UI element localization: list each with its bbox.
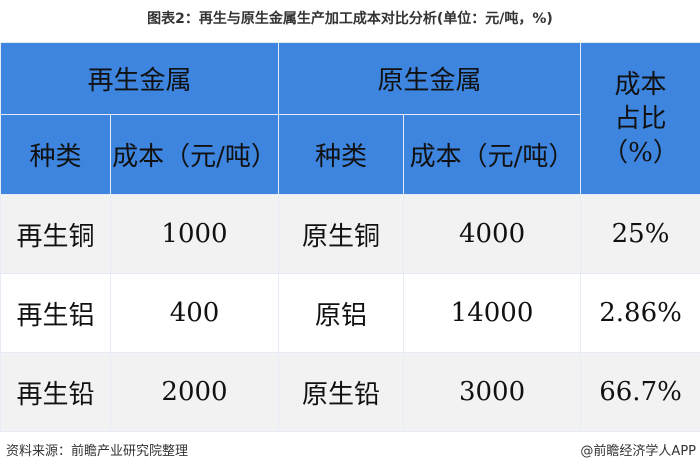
table-row: 再生铅 2000 原生铅 3000 66.7% [0, 352, 700, 432]
header-type: 种类 [278, 114, 405, 195]
brand-credit: @前瞻经济学人APP [580, 444, 696, 459]
chart-title: 图表2：再生与原生金属生产加工成本对比分析(单位：元/吨，%) [147, 11, 553, 27]
cell: 3000 [403, 352, 582, 432]
cell: 原生铅 [278, 352, 405, 432]
header-cost: 成本（元/吨） [109, 114, 280, 195]
cell: 4000 [403, 194, 582, 274]
cell: 400 [109, 273, 280, 353]
header-cost-ratio: 成本 占比 （%） [580, 42, 700, 195]
header-recycled-metal: 再生金属 [0, 42, 280, 115]
header-type: 种类 [0, 114, 111, 195]
cell: 25% [580, 194, 700, 274]
header-primary-metal: 原生金属 [278, 42, 582, 115]
source-note: 资料来源：前瞻产业研究院整理 [6, 444, 189, 459]
cell: 2000 [109, 352, 280, 432]
header-cost: 成本（元/吨） [403, 114, 582, 195]
cell: 1000 [109, 194, 280, 274]
cost-table: 再生金属 原生金属 成本 占比 （%） 种类 成本（元/吨） 种类 成本（元/吨… [0, 42, 700, 432]
table-row: 再生铝 400 原铝 14000 2.86% [0, 273, 700, 353]
cell: 66.7% [580, 352, 700, 432]
cell: 原铝 [278, 273, 405, 353]
cell: 原生铜 [278, 194, 405, 274]
cell: 再生铝 [0, 273, 111, 353]
cell: 14000 [403, 273, 582, 353]
cell: 再生铜 [0, 194, 111, 274]
table-row: 再生铜 1000 原生铜 4000 25% [0, 194, 700, 274]
cell: 2.86% [580, 273, 700, 353]
cell: 再生铅 [0, 352, 111, 432]
